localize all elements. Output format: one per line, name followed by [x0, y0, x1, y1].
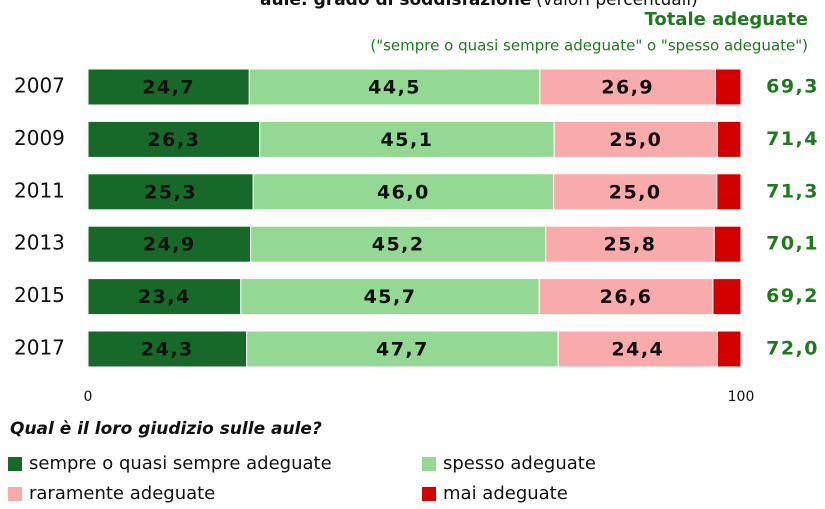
bar-segment	[545, 225, 715, 263]
bar-segment	[87, 173, 254, 211]
value-label: 25,8	[604, 234, 657, 256]
value-label: 45,2	[372, 234, 425, 256]
x-tick-label: 0	[84, 389, 93, 405]
value-label: 26,9	[601, 77, 654, 99]
value-label: 26,3	[147, 129, 200, 151]
total-label: 71,4	[766, 128, 819, 150]
y-tick-label: 2011	[14, 178, 65, 202]
bar-segment	[716, 173, 742, 211]
bar-segment	[87, 68, 250, 106]
totals-subtitle: ("sempre o quasi sempre adeguate" o "spe…	[370, 37, 808, 55]
value-label: 47,7	[376, 339, 429, 361]
legend-swatch	[422, 457, 436, 471]
value-label: 25,0	[609, 129, 662, 151]
value-label: 25,0	[609, 181, 662, 203]
legend-swatch	[8, 457, 22, 471]
total-label: 69,2	[766, 285, 819, 307]
value-label: 25,3	[144, 181, 197, 203]
value-label: 24,7	[142, 77, 195, 99]
bar-segment	[557, 330, 718, 368]
bar-segment	[87, 225, 252, 263]
bar-segment	[248, 68, 541, 106]
totals-title: Totale adeguate	[644, 9, 808, 30]
bar-segment	[712, 278, 742, 316]
bar-segment	[715, 68, 742, 106]
bar-segment	[716, 330, 742, 368]
chart-title-note: (valori percentuali)	[536, 0, 698, 10]
legend-swatch	[422, 487, 436, 501]
total-label: 71,3	[766, 180, 819, 202]
question: Qual è il loro giudizio sulle aule?	[10, 419, 322, 439]
value-label: 24,4	[611, 339, 664, 361]
bar-segment	[716, 120, 742, 158]
x-tick-label: 100	[728, 389, 755, 405]
y-tick-label: 2013	[14, 231, 65, 255]
value-label: 46,0	[377, 181, 430, 203]
y-tick-label: 2007	[14, 74, 65, 98]
bar-segment	[87, 330, 248, 368]
total-label: 69,3	[766, 76, 819, 98]
bar-segment	[713, 225, 742, 263]
total-label: 70,1	[766, 233, 819, 255]
legend-label: spesso adeguate	[443, 453, 596, 474]
value-label: 26,6	[600, 286, 653, 308]
total-label: 72,0	[766, 338, 819, 360]
legend-label: raramente adeguate	[29, 483, 215, 504]
y-tick-label: 2017	[14, 336, 65, 360]
bar-segment	[553, 120, 718, 158]
chart-title: aule: grado di soddisfazione	[260, 0, 531, 10]
y-tick-label: 2009	[14, 126, 65, 150]
value-label: 45,7	[364, 286, 417, 308]
bar-segment	[246, 330, 559, 368]
y-tick-label: 2015	[14, 283, 65, 307]
legend-swatch	[8, 487, 22, 501]
bar-segment	[538, 278, 714, 316]
value-label: 23,4	[138, 286, 191, 308]
bar-segment	[250, 225, 547, 263]
value-label: 24,3	[141, 339, 194, 361]
bar-segment	[87, 278, 242, 316]
bar-segment	[87, 120, 261, 158]
value-label: 24,9	[143, 234, 196, 256]
value-label: 45,1	[381, 129, 434, 151]
legend-label: mai adeguate	[443, 483, 568, 504]
bar-segment	[252, 173, 555, 211]
value-label: 44,5	[368, 77, 421, 99]
bar-segment	[259, 120, 555, 158]
bar-segment	[553, 173, 718, 211]
legend-label: sempre o quasi sempre adeguate	[29, 453, 332, 474]
